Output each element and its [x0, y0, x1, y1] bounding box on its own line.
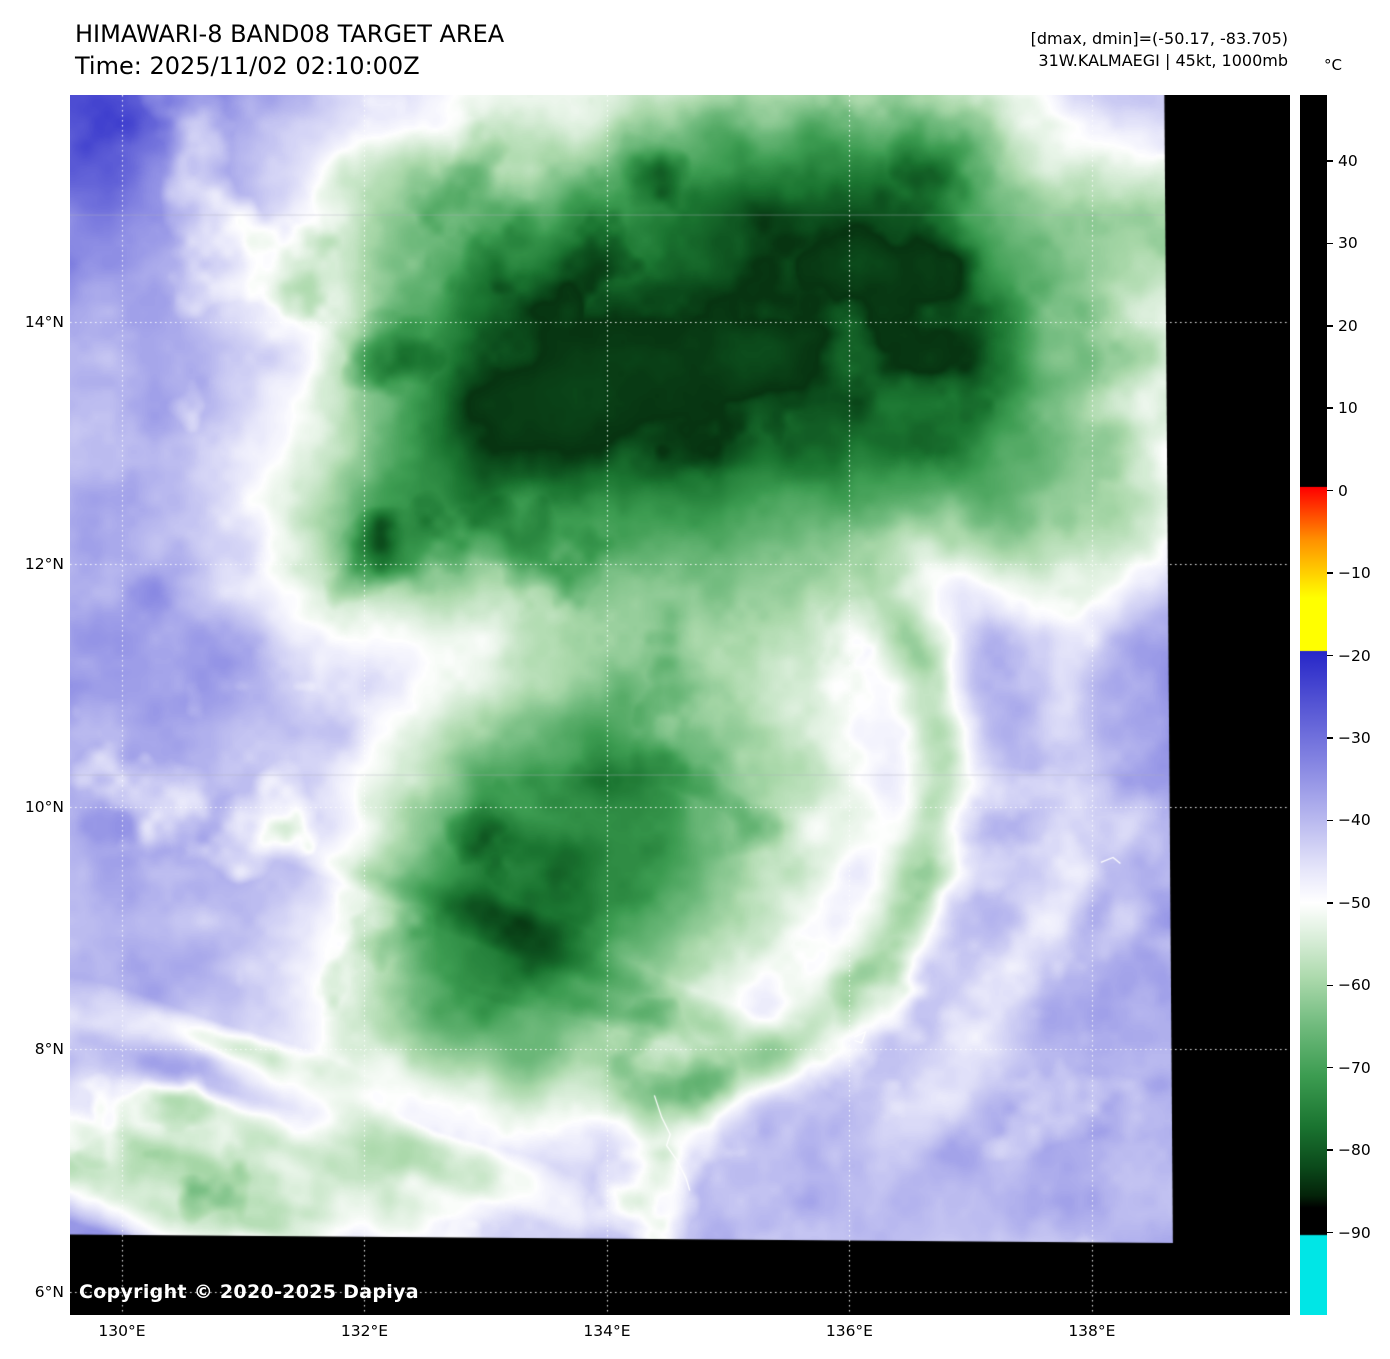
colorbar-tick	[1327, 902, 1333, 904]
lon-tick-label: 130°E	[98, 1322, 146, 1340]
colorbar-tick	[1327, 654, 1333, 657]
copyright-text: Copyright © 2020-2025 Dapiya	[79, 1281, 419, 1303]
lat-tick-label: 6°N	[34, 1282, 64, 1301]
colorbar-tick-label: 0	[1338, 481, 1348, 500]
lon-tick-label: 134°E	[583, 1322, 631, 1340]
colorbar-tick-label: −70	[1338, 1058, 1371, 1077]
lon-tick-label: 136°E	[825, 1322, 873, 1340]
figure-timestamp: Time: 2025/11/02 02:10:00Z	[75, 52, 420, 80]
colorbar-tick-label: 20	[1338, 316, 1358, 335]
colorbar-tick-label: 30	[1338, 234, 1358, 253]
colorbar-tick-label: −30	[1338, 728, 1371, 747]
satellite-imagery-canvas	[70, 95, 1290, 1315]
lat-tick-label: 10°N	[24, 797, 64, 816]
lat-tick-label: 14°N	[24, 312, 64, 331]
colorbar-tick	[1327, 1149, 1333, 1151]
colorbar-tick	[1327, 737, 1333, 739]
colorbar-tick	[1327, 489, 1333, 492]
colorbar-tick-label: 10	[1338, 399, 1358, 418]
colorbar-tick-label: −10	[1338, 564, 1371, 583]
colorbar-tick	[1327, 242, 1333, 245]
colorbar-tick	[1327, 572, 1333, 574]
colorbar-tick-label: −60	[1338, 976, 1371, 995]
colorbar-tick-label: −20	[1338, 646, 1371, 665]
colorbar-tick	[1327, 984, 1333, 987]
colorbar-tick	[1327, 1066, 1333, 1069]
colorbar-tick-label: −80	[1338, 1141, 1371, 1160]
storm-info-block: [dmax, dmin]=(-50.17, -83.705) 31W.KALMA…	[1031, 28, 1288, 72]
lat-tick-label: 8°N	[34, 1040, 64, 1059]
dmax-dmin-readout: [dmax, dmin]=(-50.17, -83.705)	[1030, 29, 1288, 48]
storm-id-intensity-readout: 31W.KALMAEGI | 45kt, 1000mb	[1038, 51, 1288, 70]
colorbar-tick-label: 40	[1338, 151, 1358, 170]
figure-title: HIMAWARI-8 BAND08 TARGET AREA	[75, 20, 505, 48]
colorbar-tick	[1327, 160, 1333, 162]
colorbar-tick-label: −40	[1338, 811, 1371, 830]
figure-title-block: HIMAWARI-8 BAND08 TARGET AREA Time: 2025…	[75, 18, 504, 82]
colorbar-tick	[1327, 407, 1333, 409]
lon-tick-label: 138°E	[1068, 1322, 1116, 1340]
satellite-map-area: Copyright © 2020-2025 Dapiya	[70, 95, 1290, 1315]
colorbar-tick-label: −90	[1338, 1223, 1371, 1242]
lat-tick-label: 12°N	[24, 555, 64, 574]
lon-tick-label: 132°E	[340, 1322, 389, 1340]
colorbar-gradient	[1300, 95, 1327, 1315]
colorbar-tick	[1327, 819, 1333, 822]
colorbar-unit-label: °C	[1324, 56, 1342, 74]
colorbar-tick-label: −50	[1338, 893, 1371, 912]
colorbar-tick	[1327, 325, 1333, 327]
colorbar-tick	[1327, 1231, 1333, 1234]
